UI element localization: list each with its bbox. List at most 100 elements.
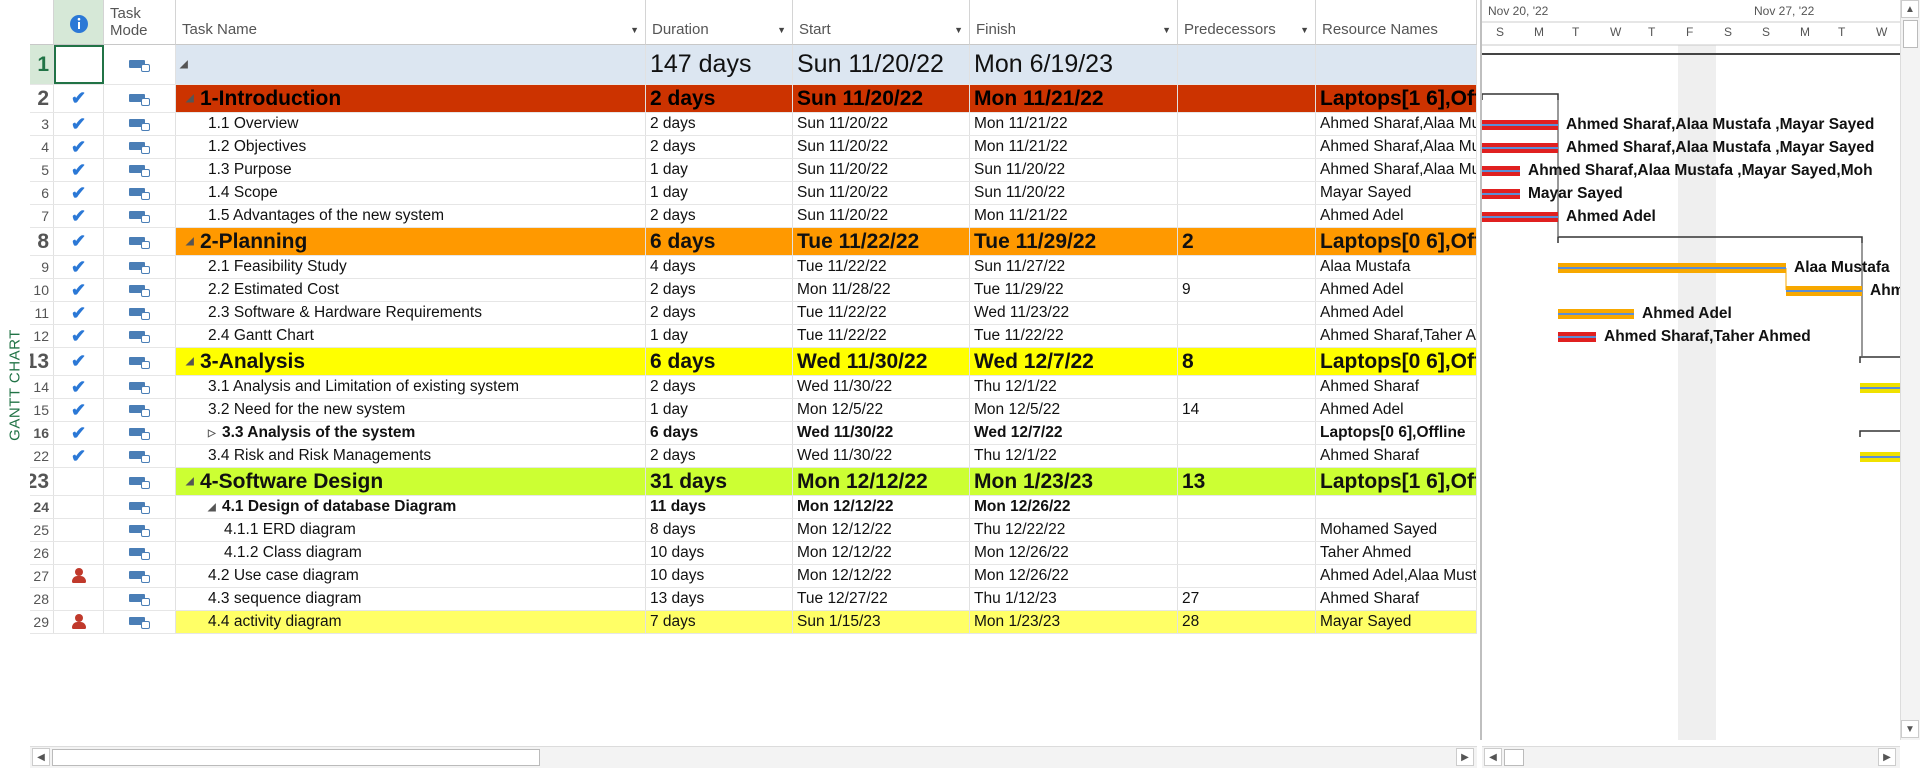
predecessors-cell[interactable] <box>1178 159 1316 181</box>
task-mode-cell[interactable] <box>104 519 176 541</box>
task-name-cell[interactable]: 2.1 Feasibility Study <box>176 256 646 278</box>
start-cell[interactable]: Sun 11/20/22 <box>793 182 970 204</box>
predecessors-cell[interactable] <box>1178 565 1316 587</box>
task-name-cell[interactable]: ◢ 4.1 Design of database Diagram <box>176 496 646 518</box>
duration-cell[interactable]: 2 days <box>646 85 793 112</box>
predecessors-cell[interactable] <box>1178 256 1316 278</box>
task-mode-cell[interactable] <box>104 279 176 301</box>
duration-cell[interactable]: 2 days <box>646 279 793 301</box>
task-name-cell[interactable]: 4.1.1 ERD diagram <box>176 519 646 541</box>
start-cell[interactable]: Mon 12/12/22 <box>793 565 970 587</box>
task-name-column-header[interactable]: Task Name ▼ <box>176 0 646 45</box>
task-row[interactable]: 28 4.3 sequence diagram 13 days Tue 12/27/2… <box>30 588 1477 611</box>
finish-cell[interactable]: Wed 12/7/22 <box>970 348 1178 375</box>
row-number[interactable]: 23 <box>30 468 54 495</box>
finish-cell[interactable]: Tue 11/29/22 <box>970 228 1178 255</box>
duration-cell[interactable]: 7 days <box>646 611 793 633</box>
resource-names-cell[interactable]: Taher Ahmed <box>1316 542 1477 564</box>
task-row[interactable]: 2 ✔ ◢ 1-Introduction 2 days Sun 11/20/22 Mon 1… <box>30 85 1477 113</box>
predecessors-cell[interactable]: 13 <box>1178 468 1316 495</box>
indicator-cell[interactable]: ✔ <box>54 302 104 324</box>
task-name-cell[interactable]: 3.2 Need for the new system <box>176 399 646 421</box>
task-row[interactable]: 15 ✔ 3.2 Need for the new system 1 day Mon 1… <box>30 399 1477 422</box>
predecessors-cell[interactable]: 2 <box>1178 228 1316 255</box>
filter-dropdown-icon[interactable]: ▼ <box>954 25 963 35</box>
predecessors-cell[interactable]: 14 <box>1178 399 1316 421</box>
table-scroll-thumb[interactable] <box>52 749 540 766</box>
filter-dropdown-icon[interactable]: ▼ <box>630 25 639 35</box>
task-mode-cell[interactable] <box>104 445 176 467</box>
task-row[interactable]: 5 ✔ 1.3 Purpose 1 day Sun 11/20/22 Sun 11/20/… <box>30 159 1477 182</box>
resource-names-column-header[interactable]: Resource Names <box>1316 0 1477 45</box>
predecessors-cell[interactable] <box>1178 182 1316 204</box>
row-number[interactable]: 29 <box>30 611 54 633</box>
predecessors-cell[interactable]: 28 <box>1178 611 1316 633</box>
row-number[interactable]: 8 <box>30 228 54 255</box>
row-number[interactable]: 6 <box>30 182 54 204</box>
task-row[interactable]: 22 ✔ 3.4 Risk and Risk Managements 2 days We… <box>30 445 1477 468</box>
start-cell[interactable]: Sun 11/20/22 <box>793 136 970 158</box>
predecessors-cell[interactable] <box>1178 205 1316 227</box>
row-number[interactable]: 12 <box>30 325 54 347</box>
start-cell[interactable]: Tue 11/22/22 <box>793 325 970 347</box>
filter-dropdown-icon[interactable]: ▼ <box>1162 25 1171 35</box>
indicator-cell[interactable]: ✔ <box>54 182 104 204</box>
resource-names-cell[interactable]: Laptops[0 6],Offline <box>1316 422 1477 444</box>
resource-names-cell[interactable]: Ahmed Sharaf,Alaa Mustafa <box>1316 113 1477 135</box>
duration-cell[interactable]: 6 days <box>646 422 793 444</box>
row-number[interactable]: 16 <box>30 422 54 444</box>
start-cell[interactable]: Sun 11/20/22 <box>793 85 970 112</box>
finish-cell[interactable]: Thu 12/1/22 <box>970 445 1178 467</box>
task-row[interactable]: 16 ✔ ▷ 3.3 Analysis of the system 6 days Wed … <box>30 422 1477 445</box>
indicator-cell[interactable]: ✔ <box>54 422 104 444</box>
start-cell[interactable]: Mon 12/12/22 <box>793 519 970 541</box>
finish-cell[interactable]: Sun 11/27/22 <box>970 256 1178 278</box>
outline-toggle-icon[interactable]: ◢ <box>208 501 216 513</box>
duration-cell[interactable]: 6 days <box>646 228 793 255</box>
task-mode-cell[interactable] <box>104 496 176 518</box>
task-name-cell[interactable]: 4.4 activity diagram <box>176 611 646 633</box>
predecessors-cell[interactable] <box>1178 136 1316 158</box>
task-name-cell[interactable]: ▷ 3.3 Analysis of the system <box>176 422 646 444</box>
finish-cell[interactable]: Thu 1/12/23 <box>970 588 1178 610</box>
task-row[interactable]: 10 ✔ 2.2 Estimated Cost 2 days Mon 11/28/22 T… <box>30 279 1477 302</box>
resource-names-cell[interactable]: Laptops[0 6],Offline <box>1316 228 1477 255</box>
task-mode-cell[interactable] <box>104 422 176 444</box>
row-number[interactable]: 5 <box>30 159 54 181</box>
row-number[interactable]: 11 <box>30 302 54 324</box>
start-cell[interactable]: Tue 11/22/22 <box>793 228 970 255</box>
task-name-cell[interactable]: ◢ 3-Analysis <box>176 348 646 375</box>
task-row[interactable]: 7 ✔ 1.5 Advantages of the new system 2 days… <box>30 205 1477 228</box>
indicators-column-header[interactable] <box>54 0 104 45</box>
task-mode-cell[interactable] <box>104 302 176 324</box>
row-number[interactable]: 4 <box>30 136 54 158</box>
row-number[interactable]: 26 <box>30 542 54 564</box>
task-mode-cell[interactable] <box>104 565 176 587</box>
predecessors-cell[interactable] <box>1178 85 1316 112</box>
indicator-cell[interactable]: ✔ <box>54 376 104 398</box>
resource-names-cell[interactable]: Ahmed Sharaf <box>1316 376 1477 398</box>
row-number[interactable]: 2 <box>30 85 54 112</box>
indicator-cell[interactable] <box>54 496 104 518</box>
duration-cell[interactable]: 2 days <box>646 445 793 467</box>
row-number[interactable]: 25 <box>30 519 54 541</box>
task-name-cell[interactable]: 4.3 sequence diagram <box>176 588 646 610</box>
vertical-scroll-thumb[interactable] <box>1903 20 1918 48</box>
duration-cell[interactable]: 2 days <box>646 113 793 135</box>
gantt-scroll-thumb[interactable] <box>1504 749 1524 766</box>
task-name-cell[interactable]: 2.3 Software & Hardware Requirements <box>176 302 646 324</box>
predecessors-cell[interactable] <box>1178 496 1316 518</box>
indicator-cell[interactable]: ✔ <box>54 205 104 227</box>
finish-cell[interactable]: Mon 12/26/22 <box>970 565 1178 587</box>
task-row[interactable]: 9 ✔ 2.1 Feasibility Study 4 days Tue 11/22/2… <box>30 256 1477 279</box>
predecessors-cell[interactable] <box>1178 542 1316 564</box>
indicator-cell[interactable]: ✔ <box>54 279 104 301</box>
gantt-horizontal-scrollbar[interactable]: ◀ ▶ <box>1482 746 1900 768</box>
predecessors-cell[interactable]: 8 <box>1178 348 1316 375</box>
row-number[interactable]: 27 <box>30 565 54 587</box>
task-mode-cell[interactable] <box>104 256 176 278</box>
predecessors-column-header[interactable]: Predecessors ▼ <box>1178 0 1316 45</box>
start-cell[interactable]: Wed 11/30/22 <box>793 348 970 375</box>
task-mode-cell[interactable] <box>104 376 176 398</box>
gantt-chart-canvas[interactable]: Nov 20, '22 Nov 27, '22 S M T W T F S S M T W Ahmed S… <box>1482 0 1900 740</box>
